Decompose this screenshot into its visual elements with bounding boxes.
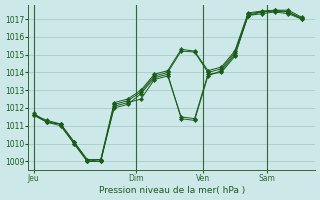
X-axis label: Pression niveau de la mer( hPa ): Pression niveau de la mer( hPa ) [99,186,245,195]
